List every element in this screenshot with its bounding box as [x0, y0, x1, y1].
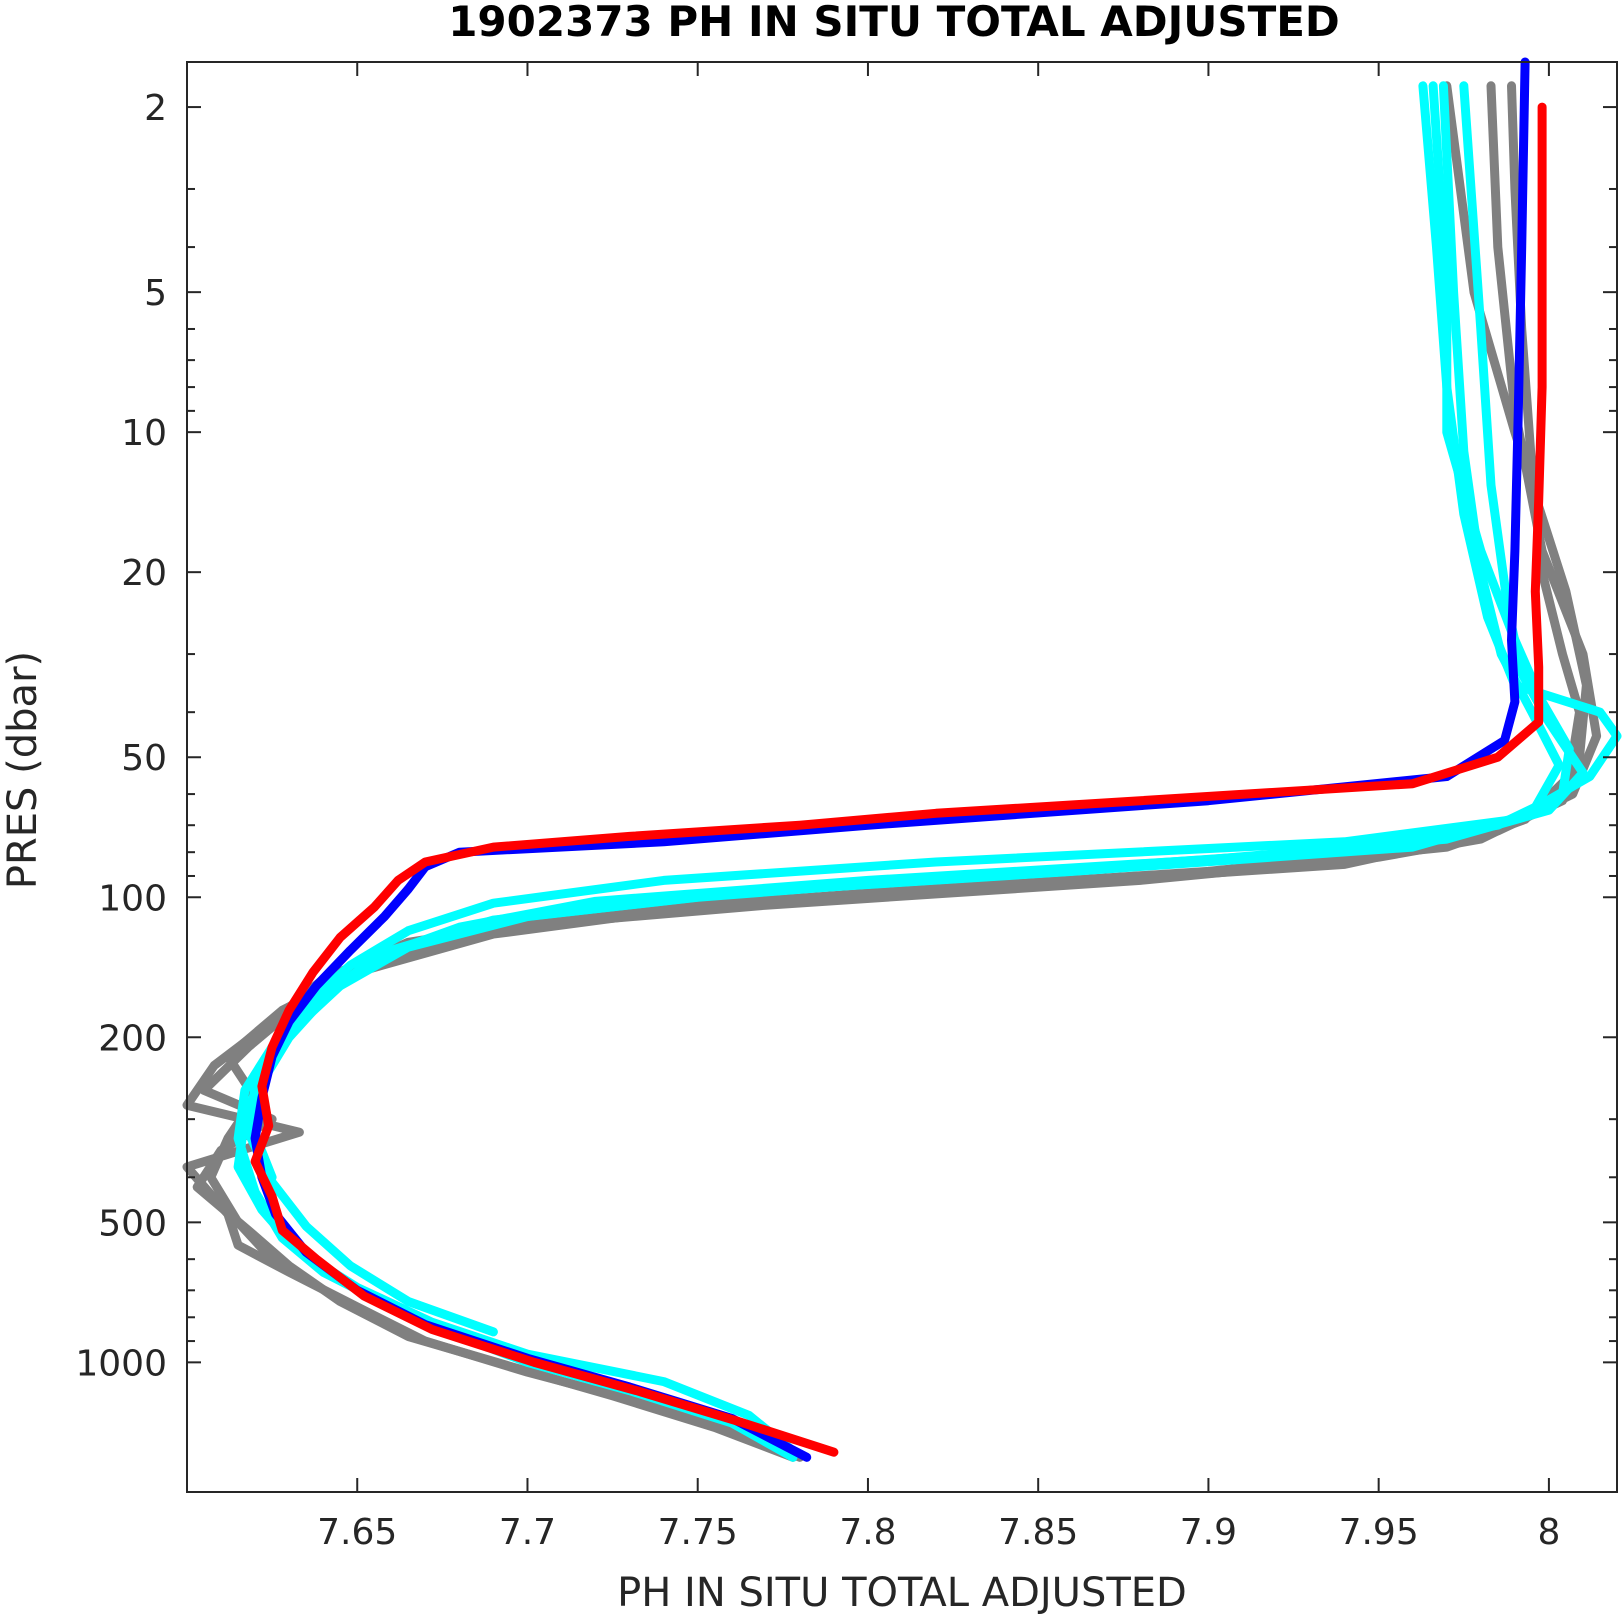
y-axis-label: PRES (dbar) — [0, 651, 46, 889]
series-line-gray-2 — [206, 81, 1591, 1264]
x-tick-label: 7.9 — [1180, 1512, 1237, 1553]
x-tick-label: 7.65 — [317, 1512, 397, 1553]
y-tick-label: 500 — [98, 1203, 167, 1244]
series-line-gray-0 — [182, 81, 1584, 1462]
series-line-blue-7 — [250, 57, 1530, 1462]
x-tick-label: 8 — [1537, 1512, 1560, 1553]
x-tick-label: 7.7 — [499, 1512, 556, 1553]
y-tick-label: 20 — [121, 553, 167, 594]
x-tick-label: 7.95 — [1339, 1512, 1419, 1553]
series-line-cyan-5 — [243, 81, 1588, 1337]
tick-layer: 7.65 7.7 7.75 7.8 7.85 7.9 7.95 8 2 5 10 20 50 100 200… — [75, 62, 1617, 1553]
y-tick-label: 100 — [98, 878, 167, 919]
plot-frame — [186, 61, 1618, 1493]
y-tick-label: 10 — [121, 413, 167, 454]
x-tick-label: 7.75 — [658, 1512, 738, 1553]
y-tick-label: 200 — [98, 1018, 167, 1059]
y-tick-label: 50 — [121, 738, 167, 779]
series-line-cyan-6 — [247, 81, 1574, 1182]
series-layer — [182, 57, 1622, 1462]
x-tick-label: 7.85 — [998, 1512, 1078, 1553]
series-line-red-8 — [250, 102, 1547, 1457]
x-tick-label: 7.8 — [839, 1512, 896, 1553]
series-line-cyan-4 — [233, 81, 1564, 1456]
series-line-gray-1 — [192, 81, 1602, 1462]
x-axis-label: PH IN SITU TOTAL ADJUSTED — [617, 1570, 1187, 1616]
y-tick-label: 2 — [144, 88, 167, 129]
series-line-cyan-3 — [233, 81, 1622, 1462]
y-tick-label: 5 — [144, 273, 167, 314]
chart-title: 1902373 PH IN SITU TOTAL ADJUSTED — [448, 0, 1340, 46]
y-tick-label: 1000 — [75, 1343, 167, 1384]
